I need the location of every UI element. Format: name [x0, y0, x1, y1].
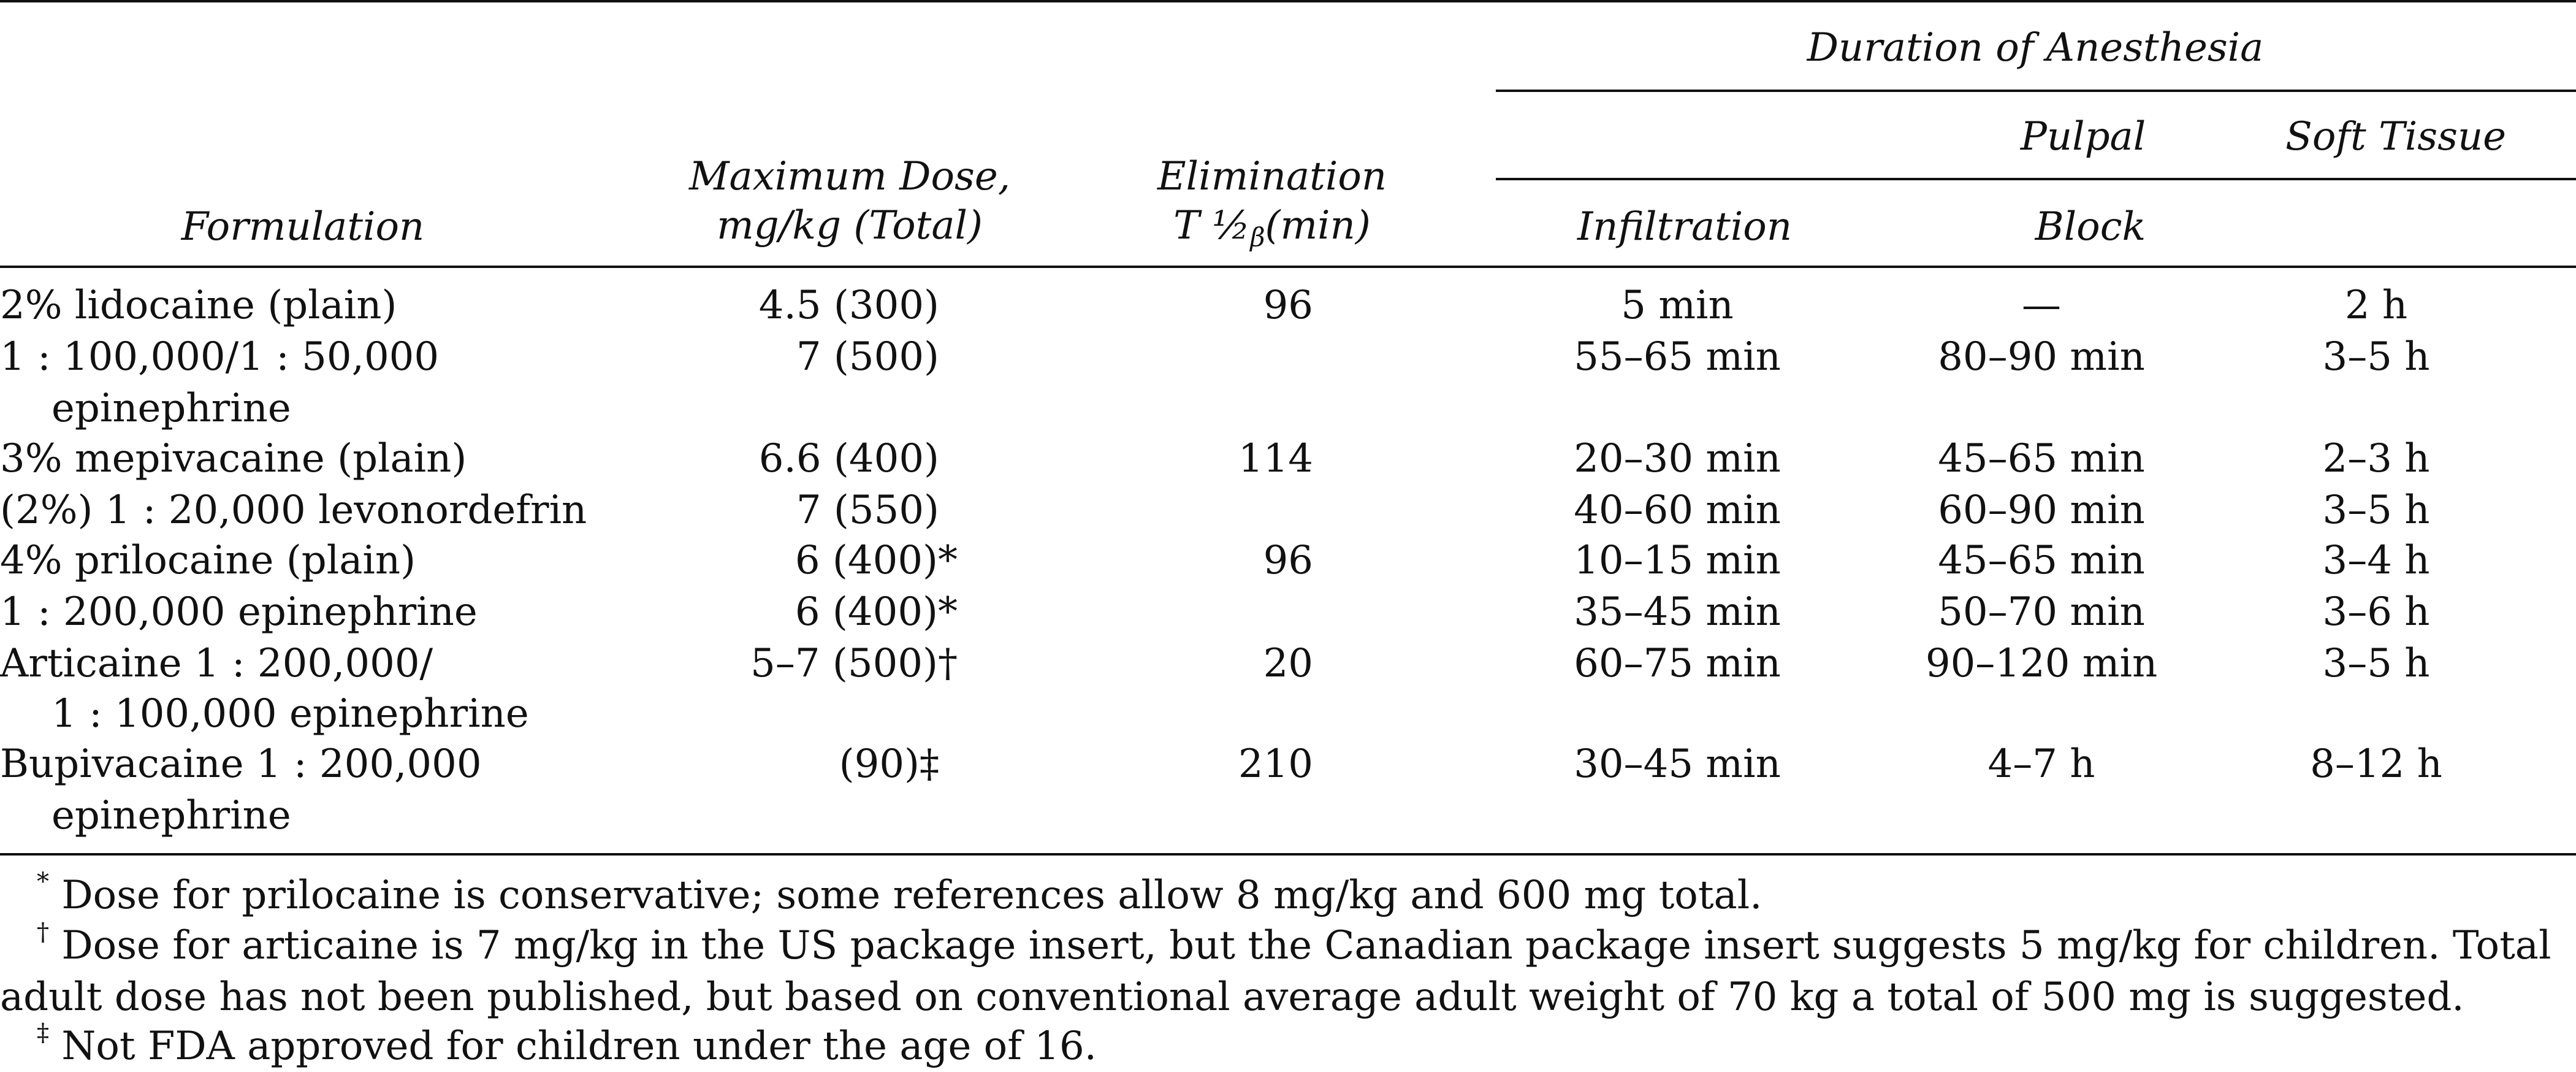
footnote-text: Dose for prilocaine is conservative; som… [61, 873, 1762, 918]
header-elimination-line2: T ½β(min) [1157, 201, 1387, 262]
cell-elimination: 114 [1238, 436, 1313, 481]
cell-formulation: 2% lidocaine (plain) [0, 283, 397, 328]
header-elimination-unit: (min) [1265, 203, 1371, 248]
cell-block: 45–65 min [1938, 436, 2145, 481]
cell-block: 90–120 min [1925, 641, 2158, 686]
cell-elimination: 20 [1263, 641, 1313, 686]
cell-infiltration: 30–45 min [1574, 741, 1781, 787]
cell-max-dose: 4.5 (300) [758, 283, 939, 328]
footnote-mark: † [37, 918, 49, 946]
header-formulation: Formulation [181, 204, 425, 250]
footnote-mark: ‡ [37, 1019, 49, 1047]
cell-soft-tissue: 3–5 h [2322, 641, 2430, 686]
cell-block: 45–65 min [1938, 538, 2145, 583]
cell-soft-tissue: 8–12 h [2310, 741, 2442, 787]
cell-formulation: 3% mepivacaine (plain) [0, 436, 467, 481]
cell-elimination: 96 [1263, 538, 1313, 583]
header-block: Block [2035, 204, 2146, 250]
cell-max-dose: 6.6 (400) [758, 436, 939, 481]
top-rule [0, 0, 2576, 2]
cell-block: — [2022, 283, 2061, 328]
footnote: † Dose for articaine is 7 mg/kg in the U… [0, 920, 2563, 1023]
cell-formulation: 4% prilocaine (plain) [0, 538, 416, 583]
cell-max-dose: 6 (400)* [795, 538, 958, 583]
cell-infiltration: 10–15 min [1574, 538, 1781, 583]
pulpal-rule [1496, 178, 2576, 180]
cell-formulation: (2%) 1 : 20,000 levonordefrin [0, 488, 587, 533]
cell-infiltration: 35–45 min [1574, 589, 1781, 635]
cell-formulation-cont: epinephrine [51, 386, 291, 431]
cell-max-dose: 7 (550) [796, 488, 939, 533]
header-elimination-beta: β [1250, 222, 1265, 252]
footnote: * Dose for prilocaine is conservative; s… [37, 870, 1762, 921]
cell-formulation: Bupivacaine 1 : 200,000 [0, 741, 482, 787]
header-infiltration: Infiltration [1577, 204, 1793, 250]
cell-elimination: 210 [1238, 741, 1313, 787]
cell-formulation-cont: 1 : 100,000 epinephrine [51, 691, 529, 737]
header-soft-tissue: Soft Tissue [2285, 114, 2507, 159]
footnote-text: Dose for articaine is 7 mg/kg in the US … [0, 923, 2551, 1020]
header-elimination-t: T ½ [1173, 203, 1251, 248]
header-max-dose: Maximum Dose, mg/kg (Total) [689, 152, 1010, 250]
cell-max-dose: 6 (400)* [795, 589, 958, 635]
cell-formulation: Articaine 1 : 200,000/ [0, 641, 433, 686]
cell-block: 4–7 h [1987, 741, 2095, 787]
cell-formulation: 1 : 200,000 epinephrine [0, 589, 478, 635]
cell-max-dose: 7 (500) [796, 334, 939, 380]
cell-soft-tissue: 3–5 h [2322, 488, 2430, 533]
cell-formulation: 1 : 100,000/1 : 50,000 [0, 334, 440, 380]
cell-max-dose: 5–7 (500)† [750, 641, 958, 686]
header-elimination: Elimination T ½β(min) [1157, 152, 1387, 262]
footnote-text: Not FDA approved for children under the … [61, 1024, 1097, 1069]
cell-soft-tissue: 3–4 h [2322, 538, 2430, 583]
cell-infiltration: 60–75 min [1574, 641, 1781, 686]
cell-formulation-cont: epinephrine [51, 793, 291, 838]
header-duration: Duration of Anesthesia [1807, 25, 2264, 71]
cell-max-dose: (90)‡ [839, 741, 939, 787]
cell-infiltration: 55–65 min [1574, 334, 1781, 380]
cell-infiltration: 5 min [1621, 283, 1734, 328]
cell-soft-tissue: 2–3 h [2322, 436, 2430, 481]
header-pulpal: Pulpal [2020, 114, 2146, 159]
header-bottom-rule [0, 266, 2576, 268]
cell-soft-tissue: 3–6 h [2322, 589, 2430, 635]
header-max-dose-line2: mg/kg (Total) [717, 203, 983, 248]
cell-elimination: 96 [1263, 283, 1313, 328]
duration-rule [1496, 90, 2576, 92]
footnote: ‡ Not FDA approved for children under th… [37, 1020, 1097, 1072]
header-elimination-line1: Elimination [1157, 154, 1387, 199]
cell-infiltration: 40–60 min [1574, 488, 1781, 533]
footnote-mark: * [37, 868, 49, 896]
cell-block: 60–90 min [1938, 488, 2145, 533]
cell-soft-tissue: 3–5 h [2322, 334, 2430, 380]
cell-infiltration: 20–30 min [1574, 436, 1781, 481]
cell-block: 50–70 min [1938, 589, 2145, 635]
table-bottom-rule [0, 853, 2576, 856]
header-max-dose-line1: Maximum Dose, [688, 154, 1011, 199]
cell-block: 80–90 min [1938, 334, 2145, 380]
cell-soft-tissue: 2 h [2344, 283, 2408, 328]
